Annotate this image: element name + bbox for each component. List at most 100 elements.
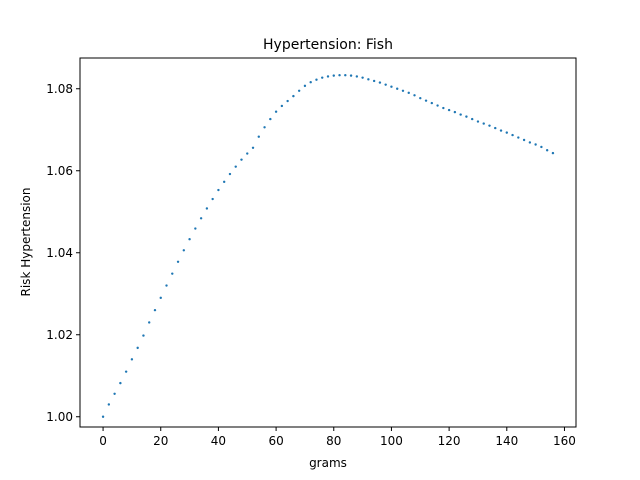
data-point [419, 96, 422, 100]
data-point [148, 321, 151, 324]
data-point [309, 80, 312, 84]
data-point [378, 81, 382, 84]
y-tick-label: 1.06 [46, 164, 73, 178]
data-point [344, 74, 347, 77]
data-point [159, 296, 162, 300]
data-point [540, 145, 543, 149]
data-point [240, 158, 243, 161]
data-point [367, 78, 370, 81]
data-point [124, 370, 128, 373]
data-point [338, 74, 341, 77]
data-point [488, 124, 491, 127]
data-point [470, 117, 474, 121]
data-point [205, 207, 209, 210]
data-point [372, 79, 376, 83]
data-point [511, 133, 514, 137]
x-tick-label: 80 [326, 434, 341, 448]
x-tick-label: 160 [553, 434, 576, 448]
data-point [430, 101, 434, 105]
plot-frame [79, 57, 577, 428]
data-point [269, 117, 272, 121]
data-point [292, 94, 295, 98]
data-point [384, 83, 387, 86]
data-point [413, 94, 416, 97]
data-point [522, 138, 526, 142]
data-point [113, 392, 116, 395]
data-point [188, 238, 191, 241]
data-point [171, 272, 174, 275]
data-point [217, 188, 220, 192]
y-tick-label: 1.02 [46, 328, 73, 342]
data-point [263, 126, 266, 129]
data-point [119, 381, 122, 385]
data-point [476, 120, 480, 123]
x-tick-label: 0 [99, 434, 107, 448]
data-point [453, 110, 457, 114]
data-point [297, 89, 301, 93]
y-tick-label: 1.04 [46, 246, 73, 260]
data-point [332, 74, 335, 77]
data-point [442, 106, 445, 110]
data-point [517, 136, 520, 139]
data-point [326, 75, 330, 78]
data-point [211, 197, 214, 201]
data-point [465, 115, 468, 118]
data-point [199, 217, 203, 220]
data-point [545, 149, 549, 152]
x-tick-label: 120 [438, 434, 461, 448]
data-point [534, 143, 537, 146]
data-point [355, 75, 359, 78]
data-point [280, 104, 284, 108]
chart-title: Hypertension: Fish [263, 37, 393, 53]
data-point [303, 84, 307, 88]
data-point [424, 99, 428, 102]
y-tick-label: 1.00 [46, 410, 73, 424]
data-point [274, 110, 278, 113]
data-point [401, 89, 405, 93]
plot-area [101, 74, 555, 418]
data-point [436, 104, 439, 107]
data-point [499, 129, 503, 132]
data-point [321, 76, 324, 79]
data-point [153, 308, 157, 312]
data-point [246, 152, 249, 155]
data-point [165, 284, 168, 287]
data-point [459, 113, 462, 116]
data-point [228, 172, 232, 176]
y-axis-label: Risk Hypertension [19, 188, 33, 297]
x-axis: 0 20 40 60 80 100 120 140 160 [99, 427, 576, 448]
data-point [494, 126, 497, 130]
data-point [447, 108, 451, 112]
data-point [528, 141, 532, 144]
data-point [286, 99, 289, 103]
data-point [101, 415, 105, 418]
y-axis: 1.00 1.02 1.04 1.06 1.08 [46, 82, 80, 424]
x-tick-label: 100 [380, 434, 403, 448]
data-point [551, 151, 555, 155]
data-point [505, 131, 508, 134]
data-point [107, 403, 111, 406]
data-point [349, 74, 353, 77]
x-axis-label: grams [309, 456, 347, 470]
data-point [407, 91, 410, 95]
data-point [142, 334, 145, 337]
data-point [182, 249, 186, 252]
data-point [130, 358, 134, 361]
x-tick-label: 60 [268, 434, 283, 448]
data-point [315, 78, 318, 81]
x-tick-label: 20 [153, 434, 168, 448]
data-point [251, 146, 255, 149]
data-point [482, 122, 485, 125]
data-point [194, 227, 197, 230]
data-point [234, 165, 237, 168]
data-point [257, 135, 260, 138]
data-point [361, 76, 364, 79]
data-point [396, 87, 399, 90]
data-point [222, 180, 226, 184]
data-point [136, 346, 139, 350]
x-tick-label: 40 [211, 434, 226, 448]
data-point [390, 85, 393, 88]
x-tick-label: 140 [495, 434, 518, 448]
y-tick-label: 1.08 [46, 82, 73, 96]
